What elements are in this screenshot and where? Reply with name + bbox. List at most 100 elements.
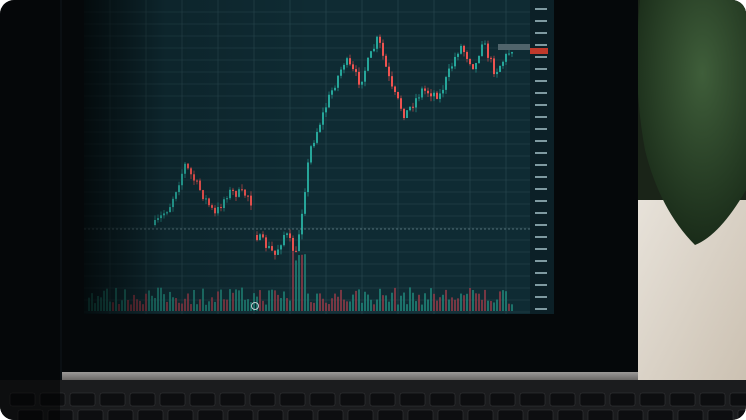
volume-bar [454,299,456,311]
volume-bar [346,301,348,311]
axis-label [535,200,547,202]
key [549,392,576,407]
volume-bar [364,291,366,311]
axis-label [535,32,547,34]
candle-body [439,93,441,99]
key [737,409,746,420]
volume-bar [439,297,441,311]
key [369,392,396,407]
key [167,409,194,420]
candle-body [493,58,495,75]
candle-body [424,88,426,91]
volume-bar [421,304,423,311]
candle-body [415,98,417,108]
key [197,409,224,420]
volume-bar [466,293,468,311]
volume-bar [448,299,450,311]
volume-bar [322,298,324,311]
axis-label [535,248,547,250]
volume-bar [478,293,480,311]
candle-body [319,124,321,132]
axis-label [535,152,547,154]
key [579,392,606,407]
candle-body [322,112,324,125]
volume-bar [415,301,417,311]
axis-label [535,140,547,142]
key [669,392,696,407]
candle-body [460,45,462,54]
axis-label [535,20,547,22]
axis-label [535,104,547,106]
volume-bar [490,301,492,311]
key [339,392,366,407]
axis-label [535,296,547,298]
axis-label [535,56,547,58]
axis-label [535,128,547,130]
axis-label [535,80,547,82]
volume-bar [430,288,432,311]
volume-bar [316,293,318,311]
price-tag [530,48,548,54]
volume-bar [343,299,345,311]
key [677,409,704,420]
axis-label [535,236,547,238]
key [257,409,284,420]
candle-body [358,71,360,85]
candle-body [382,42,384,56]
axis-label [535,224,547,226]
candle-body [427,90,429,94]
axis-label [535,308,547,310]
laptop-hinge [62,372,638,382]
key [587,409,614,420]
volume-bar [388,301,390,311]
candle-body [361,81,363,85]
candle-body [463,45,465,53]
axis-label [535,272,547,274]
candle-body [349,58,351,65]
candle-body [343,64,345,70]
key [407,409,434,420]
candle-body [478,55,480,63]
key [497,409,524,420]
candle-body [406,110,408,119]
volume-bar [349,301,351,311]
volume-bar [433,293,435,311]
key [129,392,156,407]
candle-body [367,57,369,71]
key [527,409,554,420]
key [399,392,426,407]
key [287,409,314,420]
volume-bar [505,291,507,311]
key [159,392,186,407]
volume-bar [361,302,363,311]
volume-bar [337,296,339,311]
candle-body [412,106,414,108]
volume-bar [331,298,333,311]
axis-label [535,260,547,262]
key [317,409,344,420]
key [377,409,404,420]
candle-body [388,66,390,77]
candle-body [379,36,381,43]
axis-label [535,176,547,178]
key [437,409,464,420]
volume-bar [385,295,387,311]
candle-body [442,89,444,94]
axis-label [535,68,547,70]
key [347,409,374,420]
candle-body [454,56,456,67]
volume-bar [484,289,486,311]
candle-body [448,68,450,78]
volume-bar [442,294,444,311]
volume-bar [409,287,411,311]
candle-body [316,131,318,143]
candle-body [334,87,336,91]
volume-bar [355,290,357,311]
volume-bar [403,292,405,311]
key [557,409,584,420]
volume-bar [367,294,369,311]
volume-bar [394,287,396,311]
axis-label [535,44,547,46]
axis-label [535,116,547,118]
candle-body [376,36,378,49]
